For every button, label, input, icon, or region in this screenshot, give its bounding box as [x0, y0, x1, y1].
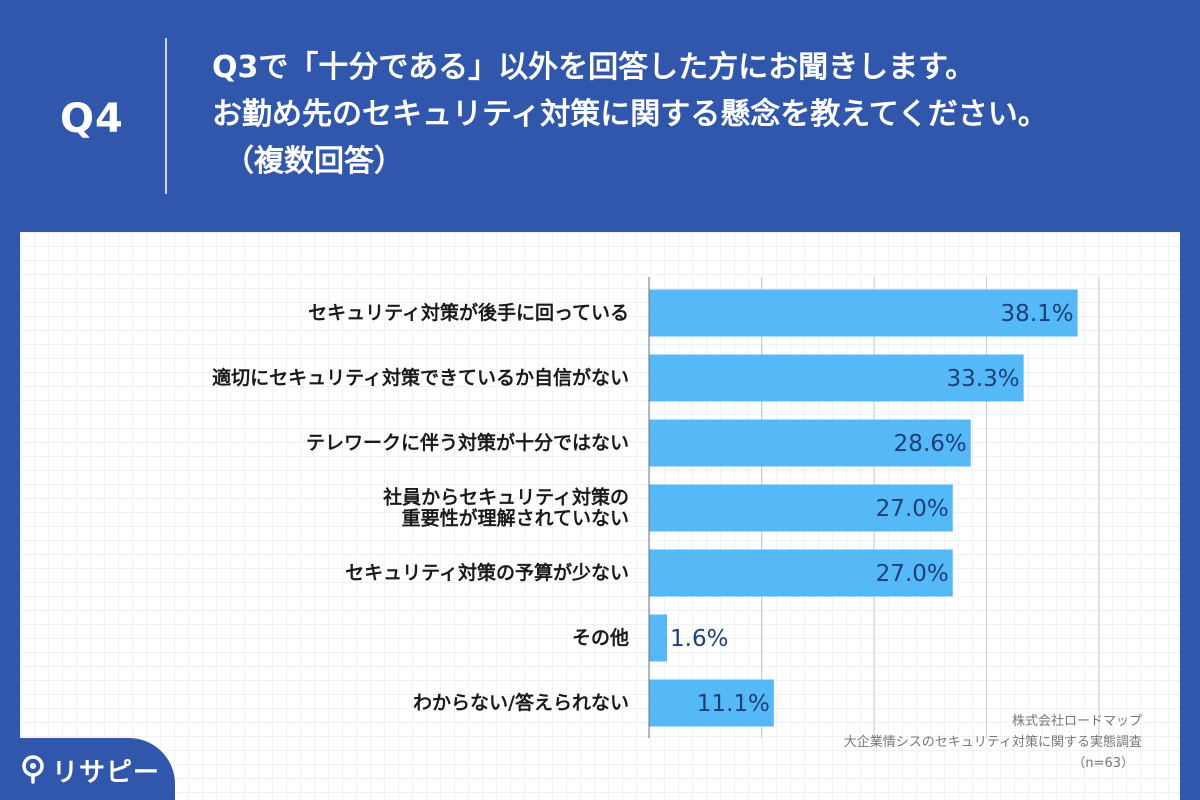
value-label: 27.0% [876, 561, 949, 587]
category-label: テレワークに伴う対策が十分ではない [306, 431, 629, 454]
question-line-3: （複数回答） [224, 144, 404, 179]
category-label: 社員からセキュリティ対策の [382, 486, 629, 509]
bar [649, 614, 667, 662]
value-label: 11.1% [697, 691, 770, 717]
source-note: 株式会社ロードマップ 大企業情シスのセキュリティ対策に関する実態調査 （n=63… [844, 711, 1142, 774]
value-label: 28.6% [894, 431, 967, 457]
value-label: 1.6% [670, 626, 728, 652]
source-survey: 大企業情シスのセキュリティ対策に関する実態調査 [843, 735, 1142, 750]
category-label: その他 [572, 626, 629, 649]
category-label: 適切にセキュリティ対策できているか自信がない [212, 366, 629, 389]
pin-icon [22, 755, 44, 784]
question-line-1: Q3で「十分である」以外を回答した方にお聞きします。 [212, 50, 976, 85]
category-label: セキュリティ対策の予算が少ない [345, 561, 629, 584]
sample-size: （n=63） [1072, 756, 1134, 771]
question-number: Q4 [60, 96, 124, 142]
brand-name: リサピー [52, 758, 161, 788]
bar [649, 679, 774, 727]
header-divider [165, 38, 167, 194]
bar [649, 354, 1024, 402]
header: Q4 Q3で「十分である」以外を回答した方にお聞きします。 お勤め先のセキュリテ… [0, 0, 1200, 232]
source-company: 株式会社ロードマップ [1011, 714, 1142, 729]
bar [649, 549, 953, 597]
value-label: 33.3% [947, 366, 1020, 392]
bar [649, 419, 971, 467]
chart-panel: セキュリティ対策が後手に回っている適切にセキュリティ対策できているか自信がないテ… [20, 232, 1180, 800]
question-text: Q3で「十分である」以外を回答した方にお聞きします。 お勤め先のセキュリティ対策… [212, 44, 1187, 185]
brand-badge: リサピー [0, 738, 175, 800]
question-line-2: お勤め先のセキュリティ対策に関する懸念を教えてください。 [212, 97, 1048, 132]
value-label: 38.1% [1001, 301, 1074, 327]
bar [649, 289, 1078, 337]
bar-chart: セキュリティ対策が後手に回っている適切にセキュリティ対策できているか自信がないテ… [212, 277, 1100, 738]
category-label: セキュリティ対策が後手に回っている [308, 301, 629, 324]
bar [649, 484, 953, 532]
category-label: わからない/答えられない [413, 691, 629, 714]
category-label: 重要性が理解されていない [402, 507, 629, 530]
value-label: 27.0% [876, 496, 949, 522]
